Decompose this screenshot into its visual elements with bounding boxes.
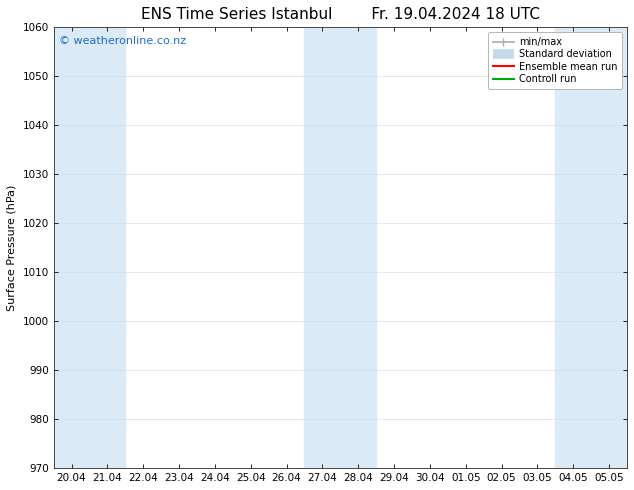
Bar (304, 27, 376, 468)
Bar (555, 27, 627, 468)
Legend: min/max, Standard deviation, Ensemble mean run, Controll run: min/max, Standard deviation, Ensemble me… (488, 32, 622, 89)
Text: © weatheronline.co.nz: © weatheronline.co.nz (60, 36, 186, 46)
Y-axis label: Surface Pressure (hPa): Surface Pressure (hPa) (7, 185, 17, 311)
Bar (54, 27, 126, 468)
Title: ENS Time Series Istanbul        Fr. 19.04.2024 18 UTC: ENS Time Series Istanbul Fr. 19.04.2024 … (141, 7, 540, 22)
